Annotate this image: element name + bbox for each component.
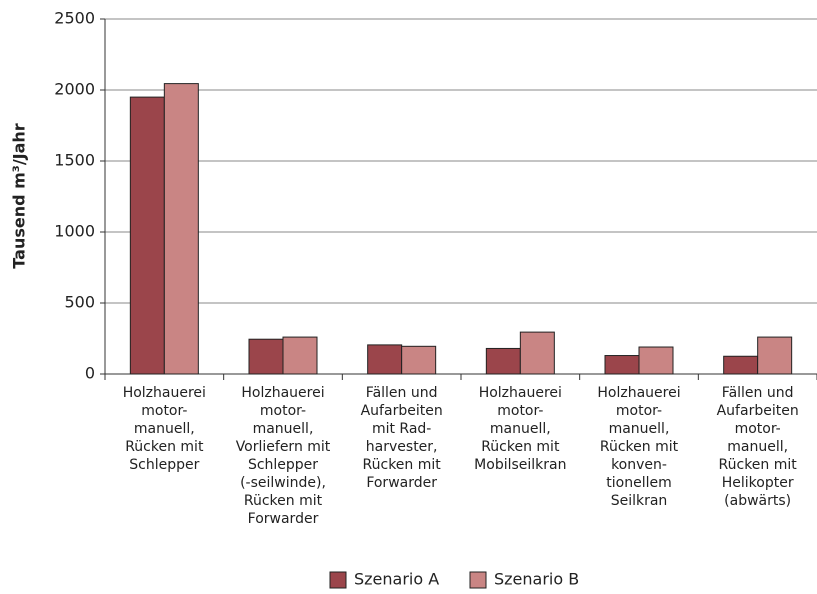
legend-label: Szenario A bbox=[354, 570, 439, 589]
bar bbox=[367, 344, 403, 375]
y-tick-label: 2000 bbox=[54, 80, 95, 99]
bar bbox=[638, 346, 674, 375]
y-tick-label: 2500 bbox=[54, 9, 95, 28]
legend-swatch bbox=[469, 571, 487, 589]
bar bbox=[401, 345, 437, 375]
x-tick-label: Fällen und Aufarbeiten motor- manuell, R… bbox=[716, 385, 799, 509]
bar bbox=[757, 336, 793, 375]
x-tick-label: Fällen und Aufarbeiten mit Rad- harveste… bbox=[360, 385, 443, 491]
bar bbox=[723, 355, 759, 375]
y-tick-label: 1000 bbox=[54, 222, 95, 241]
bar bbox=[163, 83, 199, 375]
x-tick-label: Holzhauerei motor- manuell, Rücken mit k… bbox=[597, 385, 681, 509]
bar bbox=[129, 96, 165, 375]
x-tick-label: Holzhauerei motor- manuell, Rücken mit M… bbox=[474, 385, 567, 473]
y-tick-label: 0 bbox=[85, 364, 95, 383]
bar bbox=[485, 347, 521, 375]
bar bbox=[248, 338, 284, 375]
y-tick-label: 500 bbox=[64, 293, 95, 312]
legend-swatch bbox=[329, 571, 347, 589]
x-tick-label: Holzhauerei motor- manuell, Rücken mit S… bbox=[122, 385, 206, 473]
legend-label: Szenario B bbox=[494, 570, 579, 589]
bar bbox=[282, 336, 318, 375]
y-axis-label: Tausend m³/Jahr bbox=[10, 123, 29, 268]
bar bbox=[519, 331, 555, 375]
x-tick-label: Holzhauerei motor- manuell, Vorliefern m… bbox=[235, 385, 331, 527]
bar bbox=[604, 355, 640, 375]
y-tick-label: 1500 bbox=[54, 151, 95, 170]
